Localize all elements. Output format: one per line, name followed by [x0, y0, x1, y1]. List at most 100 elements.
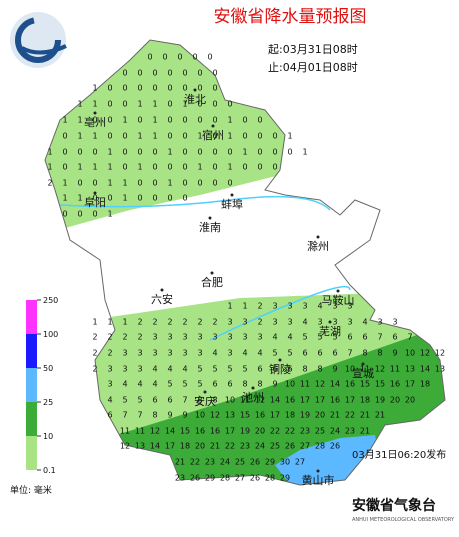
- grid-value: 2: [152, 318, 157, 327]
- grid-value: 12: [420, 349, 430, 358]
- city-label: 蚌埠: [221, 197, 243, 211]
- grid-value: 1: [182, 100, 187, 109]
- grid-value: 0: [137, 179, 142, 188]
- grid-value: 3: [287, 302, 292, 311]
- city-dot: [361, 362, 365, 366]
- grid-value: 0: [197, 69, 202, 78]
- grid-value: 26: [190, 474, 200, 483]
- grid-value: 3: [227, 318, 232, 327]
- city-label: 六安: [151, 292, 173, 306]
- grid-value: 9: [182, 411, 187, 420]
- grid-value: 1: [107, 210, 112, 219]
- grid-value: 17: [315, 396, 325, 405]
- grid-value: 1: [152, 132, 157, 141]
- grid-value: 0: [77, 179, 82, 188]
- grid-value: 7: [122, 411, 127, 420]
- grid-value: 1: [92, 132, 97, 141]
- grid-value: 2: [92, 333, 97, 342]
- grid-value: 20: [315, 411, 325, 420]
- grid-value: 6: [107, 411, 112, 420]
- grid-value: 20: [405, 396, 415, 405]
- grid-value: 0: [152, 163, 157, 172]
- grid-value: 0: [272, 148, 277, 157]
- grid-value: 1: [137, 132, 142, 141]
- grid-value: 1: [77, 100, 82, 109]
- grid-value: 15: [180, 427, 190, 436]
- grid-value: 0: [137, 116, 142, 125]
- grid-value: 3: [347, 318, 352, 327]
- grid-value: 0: [107, 132, 112, 141]
- grid-value: 3: [197, 349, 202, 358]
- city-label: 亳州: [84, 115, 106, 129]
- grid-value: 3: [107, 380, 112, 389]
- city-label: 黄山市: [302, 473, 335, 487]
- grid-value: 0: [212, 179, 217, 188]
- grid-value: 22: [345, 411, 355, 420]
- grid-value: 8: [242, 380, 247, 389]
- grid-value: 0: [167, 116, 172, 125]
- grid-value: 1: [302, 148, 307, 157]
- grid-value: 0: [177, 53, 182, 62]
- grid-value: 0: [92, 210, 97, 219]
- grid-value: 21: [210, 442, 220, 451]
- grid-value: 5: [137, 396, 142, 405]
- grid-value: 1: [92, 163, 97, 172]
- grid-value: 3: [392, 318, 397, 327]
- grid-value: 1: [77, 132, 82, 141]
- grid-value: 18: [420, 380, 430, 389]
- grid-value: 4: [287, 333, 292, 342]
- grid-value: 14: [330, 380, 340, 389]
- grid-value: 0: [212, 148, 217, 157]
- grid-value: 0: [197, 179, 202, 188]
- grid-value: 14: [165, 427, 175, 436]
- grid-value: 7: [182, 396, 187, 405]
- grid-value: 7: [377, 333, 382, 342]
- grid-value: 25: [235, 458, 245, 467]
- grid-value: 0: [62, 148, 67, 157]
- grid-value: 1: [167, 148, 172, 157]
- grid-value: 0: [92, 179, 97, 188]
- grid-value: 0: [212, 163, 217, 172]
- grid-value: 2: [92, 365, 97, 374]
- grid-value: 29: [280, 474, 290, 483]
- grid-value: 30: [280, 458, 290, 467]
- unit: 单位: 毫米: [10, 484, 52, 496]
- grid-value: 5: [242, 365, 247, 374]
- grid-value: 1: [227, 132, 232, 141]
- grid-value: 6: [332, 349, 337, 358]
- grid-value: 0: [122, 69, 127, 78]
- grid-value: 3: [332, 318, 337, 327]
- grid-value: 13: [135, 442, 145, 451]
- grid-value: 2: [182, 318, 187, 327]
- grid-value: 4: [242, 349, 247, 358]
- grid-value: 0: [62, 210, 67, 219]
- legend-segment: [26, 368, 37, 402]
- legend-label: 10: [43, 432, 53, 441]
- grid-value: 4: [257, 349, 262, 358]
- grid-value: 0: [207, 53, 212, 62]
- grid-value: 2: [47, 179, 52, 188]
- grid-value: 1: [47, 148, 52, 157]
- city-dot: [93, 191, 97, 195]
- grid-value: 10: [405, 349, 415, 358]
- grid-value: 1: [77, 194, 82, 203]
- grid-value: 0: [92, 148, 97, 157]
- grid-value: 6: [167, 396, 172, 405]
- grid-value: 12: [255, 396, 265, 405]
- grid-value: 9: [167, 411, 172, 420]
- grid-value: 8: [317, 365, 322, 374]
- grid-value: 0: [137, 148, 142, 157]
- grid-value: 0: [107, 100, 112, 109]
- grid-value: 0: [212, 132, 217, 141]
- grid-value: 1: [242, 302, 247, 311]
- grid-value: 17: [225, 427, 235, 436]
- grid-value: 23: [175, 474, 185, 483]
- grid-value: 26: [285, 442, 295, 451]
- grid-value: 8: [197, 396, 202, 405]
- grid-value: 5: [302, 333, 307, 342]
- grid-value: 23: [300, 427, 310, 436]
- grid-value: 0: [182, 194, 187, 203]
- grid-value: 0: [167, 100, 172, 109]
- grid-value: 3: [167, 349, 172, 358]
- grid-value: 0: [182, 163, 187, 172]
